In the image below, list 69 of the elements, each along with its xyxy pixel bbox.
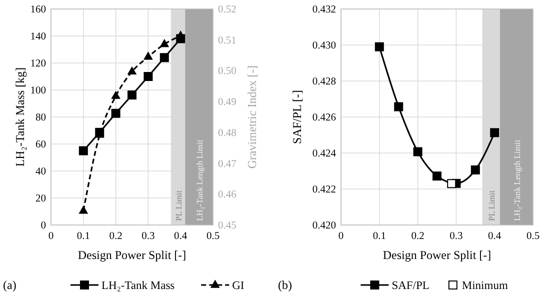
point	[176, 30, 185, 39]
band-label: PL Limit	[486, 190, 497, 221]
point	[79, 206, 88, 214]
y2-tick-label: 0.46	[218, 190, 236, 201]
x-tick-label: 0.5	[526, 231, 540, 242]
legend-label: Minimum	[462, 280, 508, 292]
point	[490, 128, 500, 138]
point	[111, 108, 120, 118]
point	[432, 172, 442, 181]
y-tick-label: 140	[30, 32, 46, 42]
point	[470, 165, 480, 174]
y-axis-title: LH₂-Tank Mass [kg]	[13, 67, 27, 167]
point	[394, 102, 404, 112]
point	[160, 39, 169, 48]
y2-tick-label: 0.45	[218, 220, 236, 232]
point	[144, 72, 153, 81]
point	[128, 66, 136, 75]
x-tick-label: 0.4	[488, 231, 502, 242]
y2-axis-title: Gravimetric Index [-]	[245, 65, 259, 169]
y-tick-label: 0.432	[312, 4, 336, 16]
band-label: LH₂-Tank Length Limit	[194, 139, 205, 221]
point	[128, 90, 136, 100]
y-axis-title: SAF/PL [-]	[290, 90, 304, 144]
x-tick-label: 0.2	[411, 231, 424, 242]
x-tick-label: 0.4	[174, 231, 188, 242]
legend-label: GI	[232, 280, 244, 292]
y-tick-label: 20	[36, 194, 46, 204]
y-tick-label: 40	[36, 166, 46, 178]
y2-tick-label: 0.47	[218, 158, 236, 170]
y2-tick-label: 0.50	[218, 66, 236, 78]
point	[413, 147, 422, 156]
text: (b)	[278, 278, 292, 292]
x-tick-label: 0.1	[372, 231, 386, 242]
legend-label: LH₂-Tank Mass	[102, 280, 176, 292]
x-tick-label: 0.3	[450, 231, 463, 242]
y-tick-label: 0.430	[312, 40, 336, 52]
y-tick-label: 0.426	[312, 112, 336, 124]
point	[447, 179, 456, 188]
y2-tick-label: 0.48	[218, 128, 236, 139]
y-tick-label: 0.422	[312, 184, 336, 196]
band-label: PL Limit	[174, 190, 184, 221]
y-tick-label: 0.428	[312, 76, 336, 88]
text: (a)	[3, 278, 16, 292]
y2-tick-label: 0.52	[218, 4, 236, 16]
legend-label: SAF/PL	[392, 280, 430, 292]
x-axis-title: Design Power Split [-]	[382, 248, 492, 262]
y-tick-label: 120	[30, 58, 46, 70]
band-label: LH₂-Tank Length Limit	[512, 139, 522, 221]
y2-tick-label: 0.49	[218, 97, 236, 108]
y-tick-label: 0.420	[312, 220, 336, 232]
y-tick-label: 0.424	[312, 148, 337, 160]
x-tick-label: 0	[48, 231, 54, 242]
y-tick-label: 0	[40, 220, 46, 232]
point	[111, 91, 120, 99]
y-tick-label: 60	[36, 140, 46, 150]
point	[78, 146, 88, 156]
y-tick-label: 160	[30, 4, 46, 16]
x-tick-label: 0.2	[109, 231, 122, 242]
x-tick-label: 0.3	[142, 231, 155, 242]
x-axis-title: Design Power Split [-]	[78, 248, 186, 262]
x-tick-label: 0.5	[206, 231, 220, 242]
y-tick-label: 100	[30, 86, 46, 96]
x-tick-label: 0	[338, 231, 344, 242]
point	[160, 53, 169, 62]
y2-tick-label: 0.51	[218, 35, 236, 46]
x-tick-label: 0.1	[76, 231, 90, 242]
point	[144, 52, 153, 60]
y-tick-label: 80	[36, 112, 46, 124]
point	[374, 42, 384, 52]
